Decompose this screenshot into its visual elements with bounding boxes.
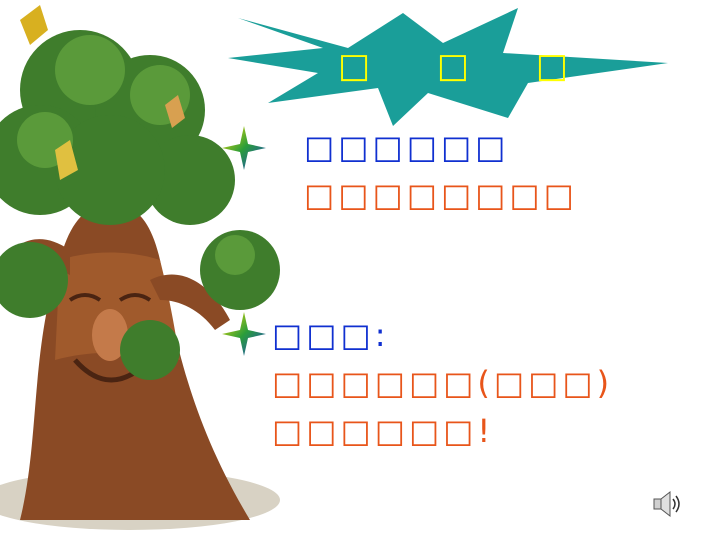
title-burst: □ □ □ — [228, 8, 678, 126]
bullet2-line1: □□□: — [272, 316, 390, 354]
burst-shape — [228, 8, 668, 126]
bullet1-line1: □□□□□□ — [304, 128, 510, 166]
speaker-icon[interactable] — [652, 490, 682, 518]
bullet2-line2: □□□□□□(□□□) — [272, 364, 614, 402]
four-point-star-icon — [222, 312, 266, 356]
tree-illustration — [0, 5, 280, 530]
four-point-star-icon — [222, 126, 266, 170]
slide-title: □ □ □ — [338, 46, 596, 86]
bullet2-line3: □□□□□□! — [272, 412, 495, 450]
bullet1-line2: □□□□□□□□ — [304, 176, 578, 214]
